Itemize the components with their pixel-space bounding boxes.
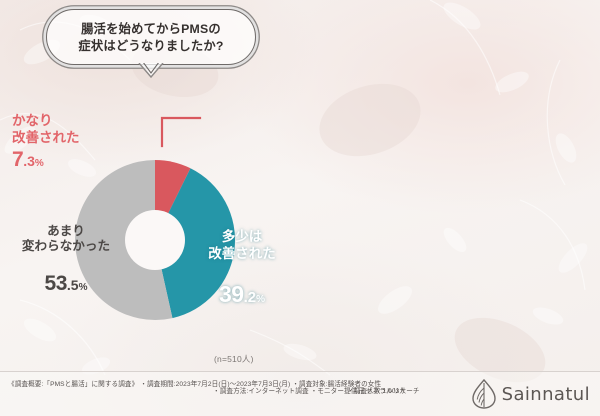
left-question-bubble: 腸活を始めてからPMSの 症状はどうなりましたか? [46,9,256,79]
left-question-text: 腸活を始めてからPMSの 症状はどうなりましたか? [78,22,224,53]
pie-label-tashou-value: 39 [218,280,244,307]
footer-survey-method: ・調査方法:インターネット調査 ・モニター提供元:ゼネラルリサーチ [213,388,420,395]
pie-label-amari-value: 53 [44,271,68,295]
pie-label-amari-decimal: .5 [66,276,79,293]
donut-svg [75,160,236,320]
pms-symptom-donut-chart [73,158,237,322]
left-panel: 腸活を始めてからPMSの 症状はどうなりましたか? かなり 改善された 7.3%… [6,9,288,364]
pie-label-tashou-decimal: .2 [243,288,257,306]
pie-label-kanari: かなり 改善された 7.3% [12,96,80,173]
pie-label-tashou-percent: % [256,293,265,305]
pie-label-kanari-decimal: .3 [23,152,35,169]
footer-survey-count: ・調査人数:1,003人 [347,388,407,395]
pie-label-tashou-title: 多少は 改善された [208,228,276,261]
pie-slice-amari [75,160,173,320]
pie-label-amari-title: あまり 変わらなかった [21,223,111,254]
bubble-tail-icon [138,63,164,79]
callout-leader-line [160,116,202,148]
pie-label-kanari-title: かなり 改善された [12,112,80,145]
left-sample-size-note: (n=510人) [214,354,254,364]
pie-label-kanari-value: 7 [12,147,24,171]
pie-label-kanari-percent: % [34,157,44,169]
pie-label-amari: あまり 変わらなかった 53.5% [6,208,126,297]
leaf-droplet-icon [471,379,496,409]
footer: 《調査概要:「PMSと腸活」に関する調査》 ・調査期間:2023年7月2日(日)… [0,371,600,416]
brand-logo[interactable]: Sainnatul [471,379,590,409]
pie-label-amari-percent: % [78,281,88,293]
right-panel: 最も辛かった時期のPMSの程度を 100とすると、腸活を始めてからは どの程度ま… [300,0,600,416]
pie-label-tashou: 多少は 改善された 39.2% [196,212,288,308]
pie-slice-tashou [155,168,236,319]
brand-logo-text: Sainnatul [501,383,590,405]
donut-hole [125,210,185,270]
footer-survey-overview: 《調査概要:「PMSと腸活」に関する調査》 ・調査期間:2023年7月2日(日)… [8,381,382,388]
